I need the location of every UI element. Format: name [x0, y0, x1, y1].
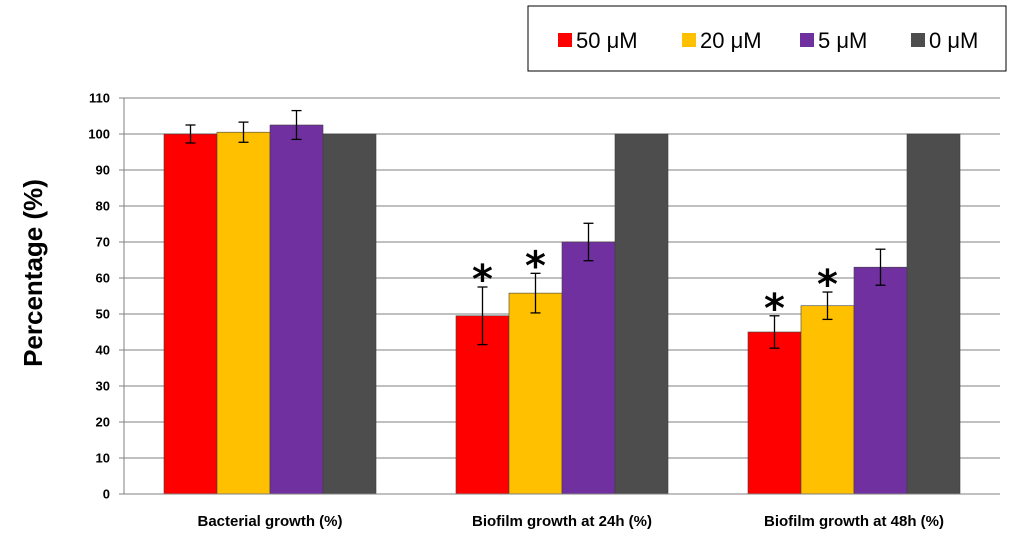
y-tick-label: 0 — [103, 487, 110, 502]
legend-box — [527, 5, 1007, 72]
x-category-label: Biofilm growth at 48h (%) — [764, 513, 944, 530]
x-category-labels: Bacterial growth (%) Biofilm growth at 24… — [197, 513, 944, 530]
legend-swatch — [682, 33, 696, 47]
bar — [853, 266, 908, 495]
y-tick-label: 80 — [96, 199, 110, 214]
legend-swatch — [800, 33, 814, 47]
significance-markers: * * * * — [472, 243, 838, 331]
legend: 50 μM 20 μM 5 μM 0 μM — [527, 5, 1007, 72]
legend-swatch — [911, 33, 925, 47]
bar — [163, 133, 218, 495]
significance-star: * — [764, 286, 785, 332]
y-tick-label: 20 — [96, 415, 110, 430]
y-tick-label: 50 — [96, 307, 110, 322]
y-tick-labels: 0 10 20 30 40 50 60 70 80 90 100 110 — [88, 91, 110, 502]
significance-star: * — [817, 262, 838, 308]
bar — [508, 292, 563, 495]
bar — [322, 133, 377, 495]
y-tick-label: 110 — [89, 91, 110, 106]
bar — [906, 133, 961, 495]
significance-star: * — [472, 257, 493, 303]
bars — [163, 124, 961, 495]
error-bars — [185, 109, 886, 349]
bar — [800, 305, 855, 495]
bar — [455, 315, 510, 495]
bar — [561, 241, 616, 495]
legend-label: 0 μM — [929, 28, 978, 53]
bar — [614, 133, 669, 495]
legend-label: 50 μM — [576, 28, 638, 53]
significance-star: * — [525, 243, 546, 289]
bar — [747, 331, 802, 495]
y-tick-label: 40 — [96, 343, 110, 358]
legend-label: 5 μM — [818, 28, 867, 53]
y-tick-label: 70 — [96, 235, 110, 250]
bar — [216, 131, 271, 495]
y-axis-label: Percentage (%) — [18, 179, 48, 367]
legend-swatch — [558, 33, 572, 47]
bar — [269, 124, 324, 495]
y-tick-label: 10 — [96, 451, 110, 466]
axes — [119, 97, 1000, 495]
y-tick-label: 30 — [96, 379, 110, 394]
y-tick-label: 90 — [96, 163, 110, 178]
x-category-label: Bacterial growth (%) — [197, 513, 342, 530]
y-tick-label: 60 — [96, 271, 110, 286]
legend-label: 20 μM — [700, 28, 762, 53]
x-category-label: Biofilm growth at 24h (%) — [472, 513, 652, 530]
y-tick-label: 100 — [88, 127, 110, 142]
